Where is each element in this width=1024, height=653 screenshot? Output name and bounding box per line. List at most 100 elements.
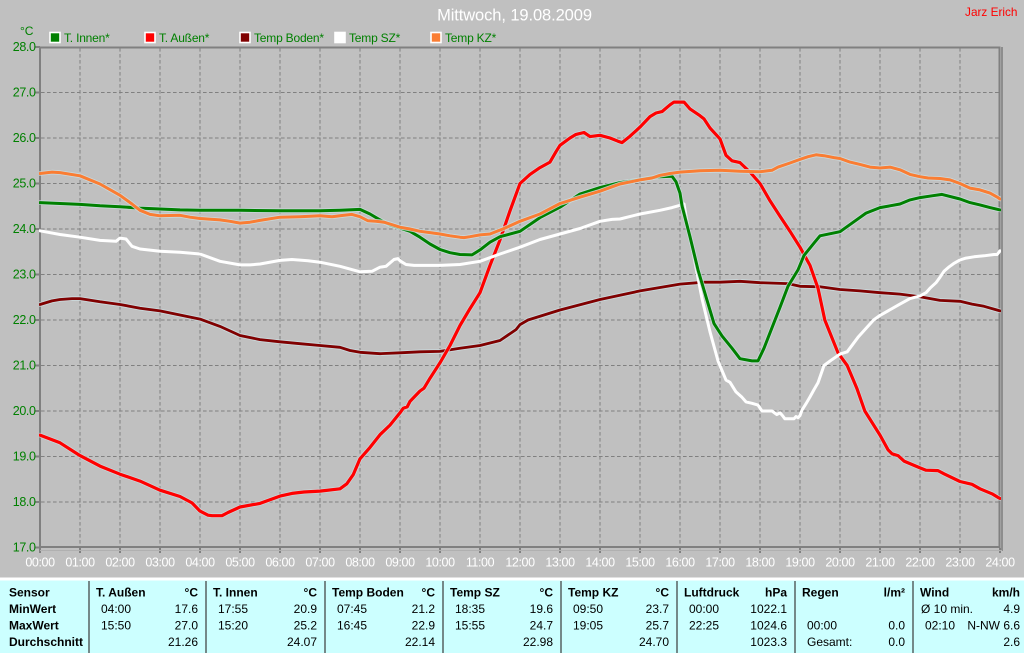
svg-text:09:00: 09:00 (385, 556, 415, 570)
svg-text:Jarz Erich: Jarz Erich (965, 5, 1017, 19)
svg-text:23:00: 23:00 (945, 556, 975, 570)
svg-text:11:00: 11:00 (466, 556, 495, 570)
svg-text:17.6: 17.6 (175, 602, 199, 616)
svg-text:03:00: 03:00 (145, 556, 175, 570)
svg-text:14:00: 14:00 (585, 556, 615, 570)
svg-text:17:55: 17:55 (218, 602, 248, 616)
svg-text:17:00: 17:00 (705, 556, 735, 570)
svg-text:N-NW 6.6: N-NW 6.6 (967, 619, 1020, 633)
svg-text:16:45: 16:45 (337, 619, 367, 633)
svg-text:22.98: 22.98 (523, 635, 553, 649)
svg-text:15:00: 15:00 (625, 556, 655, 570)
svg-text:20.9: 20.9 (294, 602, 318, 616)
svg-text:15:20: 15:20 (218, 619, 248, 633)
svg-text:MaxWert: MaxWert (9, 619, 59, 633)
svg-text:17.0: 17.0 (13, 541, 36, 555)
svg-text:22:00: 22:00 (905, 556, 935, 570)
svg-text:04:00: 04:00 (185, 556, 215, 570)
svg-text:18:00: 18:00 (745, 556, 775, 570)
svg-text:1022.1: 1022.1 (750, 602, 787, 616)
svg-text:06:00: 06:00 (265, 556, 295, 570)
svg-text:hPa: hPa (765, 586, 787, 600)
svg-text:Temp SZ: Temp SZ (450, 586, 500, 600)
svg-text:10:00: 10:00 (425, 556, 455, 570)
svg-text:Regen: Regen (802, 586, 839, 600)
svg-text:22.0: 22.0 (13, 313, 36, 327)
svg-text:07:45: 07:45 (337, 602, 367, 616)
svg-text:°C: °C (185, 586, 199, 600)
svg-text:Wind: Wind (920, 586, 949, 600)
svg-text:°C: °C (304, 586, 318, 600)
svg-text:°C: °C (20, 24, 34, 38)
svg-text:°C: °C (656, 586, 670, 600)
svg-text:19.0: 19.0 (13, 450, 36, 464)
svg-text:km/h: km/h (992, 586, 1020, 600)
svg-text:28.0: 28.0 (13, 40, 36, 54)
svg-text:T. Außen: T. Außen (96, 586, 146, 600)
svg-text:18:35: 18:35 (455, 602, 485, 616)
svg-text:l/m²: l/m² (884, 586, 905, 600)
svg-text:13:00: 13:00 (545, 556, 575, 570)
svg-text:16:00: 16:00 (665, 556, 695, 570)
svg-text:Sensor: Sensor (9, 586, 50, 600)
svg-text:09:50: 09:50 (573, 602, 603, 616)
svg-text:22:25: 22:25 (689, 619, 719, 633)
svg-text:24.0: 24.0 (13, 222, 36, 236)
svg-text:21:00: 21:00 (865, 556, 895, 570)
svg-text:21.2: 21.2 (412, 602, 436, 616)
svg-text:1023.3: 1023.3 (750, 635, 787, 649)
svg-text:Temp KZ: Temp KZ (568, 586, 618, 600)
svg-text:15:55: 15:55 (455, 619, 485, 633)
svg-text:24:00: 24:00 (985, 556, 1015, 570)
svg-text:1024.6: 1024.6 (750, 619, 787, 633)
svg-text:2.6: 2.6 (1003, 635, 1020, 649)
svg-text:15:50: 15:50 (101, 619, 131, 633)
svg-text:18.0: 18.0 (13, 495, 36, 509)
svg-text:00:00: 00:00 (689, 602, 719, 616)
svg-text:Temp Boden*: Temp Boden* (254, 31, 324, 45)
svg-text:Gesamt:: Gesamt: (807, 635, 852, 649)
svg-text:24.07: 24.07 (287, 635, 317, 649)
svg-text:20.0: 20.0 (13, 404, 36, 418)
svg-text:0.0: 0.0 (888, 635, 905, 649)
svg-text:21.0: 21.0 (13, 359, 36, 373)
svg-text:Temp Boden: Temp Boden (332, 586, 404, 600)
svg-text:4.9: 4.9 (1003, 602, 1020, 616)
svg-text:04:00: 04:00 (101, 602, 131, 616)
svg-text:Temp KZ*: Temp KZ* (445, 31, 497, 45)
svg-text:23.7: 23.7 (646, 602, 670, 616)
svg-text:02:00: 02:00 (105, 556, 135, 570)
svg-text:19.6: 19.6 (530, 602, 554, 616)
svg-text:00:00: 00:00 (807, 619, 837, 633)
svg-text:24.7: 24.7 (530, 619, 554, 633)
svg-text:Ø 10 min.: Ø 10 min. (921, 602, 973, 616)
svg-text:T. Außen*: T. Außen* (159, 31, 210, 45)
svg-text:21.26: 21.26 (168, 635, 198, 649)
svg-text:Durchschnitt: Durchschnitt (9, 635, 83, 649)
svg-text:25.0: 25.0 (13, 177, 36, 191)
svg-text:24.70: 24.70 (639, 635, 669, 649)
svg-text:Mittwoch, 19.08.2009: Mittwoch, 19.08.2009 (437, 7, 592, 25)
svg-text:23.0: 23.0 (13, 268, 36, 282)
svg-text:25.2: 25.2 (294, 619, 318, 633)
svg-text:05:00: 05:00 (225, 556, 255, 570)
svg-text:0.0: 0.0 (888, 619, 905, 633)
svg-text:°C: °C (540, 586, 554, 600)
svg-text:20:00: 20:00 (825, 556, 855, 570)
svg-text:12:00: 12:00 (505, 556, 535, 570)
svg-text:26.0: 26.0 (13, 131, 36, 145)
svg-text:27.0: 27.0 (175, 619, 199, 633)
svg-text:Temp SZ*: Temp SZ* (349, 31, 401, 45)
svg-text:MinWert: MinWert (9, 602, 56, 616)
svg-text:°C: °C (422, 586, 436, 600)
svg-text:Luftdruck: Luftdruck (684, 586, 740, 600)
svg-text:25.7: 25.7 (646, 619, 670, 633)
svg-text:00:00: 00:00 (25, 556, 55, 570)
svg-text:19:05: 19:05 (573, 619, 603, 633)
svg-text:T. Innen*: T. Innen* (64, 31, 110, 45)
svg-text:T. Innen: T. Innen (213, 586, 258, 600)
svg-text:19:00: 19:00 (785, 556, 815, 570)
svg-text:07:00: 07:00 (305, 556, 335, 570)
svg-text:22.9: 22.9 (412, 619, 436, 633)
svg-text:27.0: 27.0 (13, 86, 36, 100)
